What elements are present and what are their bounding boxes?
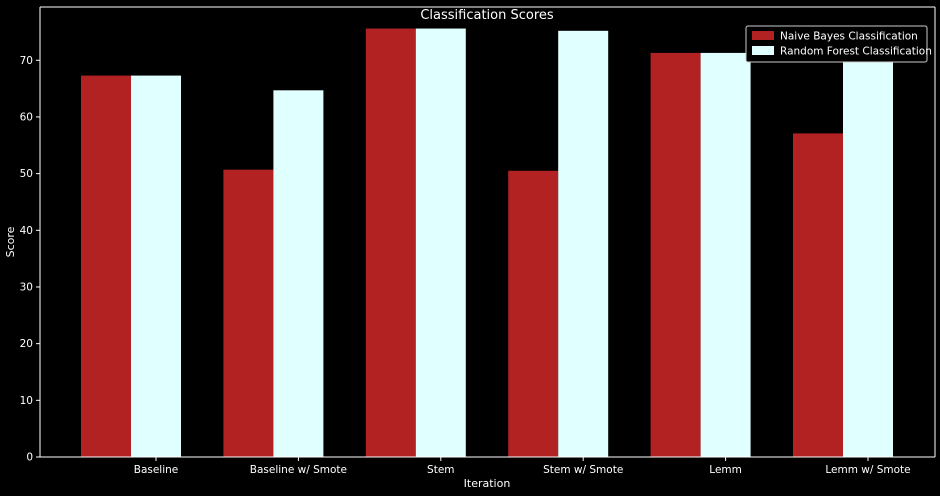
bar-naive-bayes-1	[223, 169, 274, 458]
x-axis-label: Iteration	[464, 477, 511, 490]
y-tick-label: 0	[26, 452, 33, 464]
bar-random-forest-3	[558, 30, 609, 457]
y-tick-label: 40	[20, 225, 33, 237]
x-tick-label: Stem w/ Smote	[543, 464, 623, 476]
bar-random-forest-2	[415, 28, 466, 457]
x-tick-label: Lemm w/ Smote	[825, 464, 910, 476]
x-ticks: Baseline Baseline w/ Smote Stem Stem w/ Smo…	[134, 457, 911, 476]
bars	[81, 28, 893, 458]
bar-random-forest-0	[131, 75, 181, 457]
bar-random-forest-5	[843, 54, 893, 457]
legend-swatch-naive-bayes	[752, 31, 774, 40]
y-tick-label: 30	[20, 281, 33, 293]
x-tick-label: Baseline	[134, 464, 179, 476]
y-ticks: 0 10 20 30 40 50 60 70	[20, 55, 40, 464]
bar-naive-bayes-5	[793, 133, 843, 458]
bar-naive-bayes-3	[508, 170, 559, 457]
y-tick-label: 50	[20, 168, 33, 180]
legend-label-naive-bayes: Naive Bayes Classification	[780, 31, 918, 43]
y-tick-label: 10	[20, 395, 33, 407]
bar-naive-bayes-0	[81, 75, 131, 457]
y-tick-label: 60	[20, 111, 33, 123]
legend-swatch-random-forest	[752, 46, 774, 55]
y-tick-label: 70	[20, 55, 33, 67]
axes	[39, 6, 936, 458]
legend-frame	[745, 25, 928, 63]
x-tick-label: Baseline w/ Smote	[250, 464, 347, 476]
legend: Naive Bayes Classification Random Forest…	[745, 25, 932, 63]
bar-random-forest-1	[273, 90, 324, 457]
bar-naive-bayes-2	[365, 28, 416, 457]
bar-naive-bayes-4	[650, 52, 701, 457]
y-tick-label: 20	[20, 338, 33, 350]
y-axis-label: Score	[4, 226, 17, 257]
bar-random-forest-4	[700, 52, 751, 457]
x-tick-label: Lemm	[709, 464, 742, 476]
legend-label-random-forest: Random Forest Classification	[780, 46, 932, 58]
chart-title: Classification Scores	[420, 8, 554, 23]
x-tick-label: Stem	[427, 464, 454, 476]
